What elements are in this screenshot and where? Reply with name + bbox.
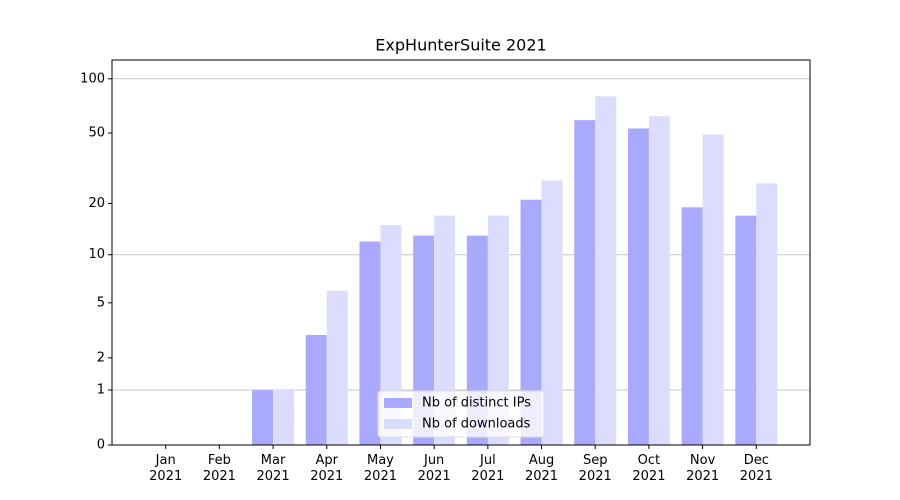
x-tick-label: Dec 2021: [739, 453, 773, 484]
y-tick-label: 10: [88, 247, 105, 262]
x-tick-label: May 2021: [363, 453, 397, 484]
x-tick-label: Feb 2021: [202, 453, 236, 484]
bar: [681, 207, 703, 445]
y-tick-label: 1: [97, 383, 105, 398]
bar: [252, 390, 274, 445]
x-tick-label: Apr 2021: [310, 453, 344, 484]
y-tick-label: 5: [97, 295, 105, 310]
y-tick-label: 20: [88, 196, 105, 211]
y-tick-label: 2: [97, 350, 105, 365]
x-tick-label: Mar 2021: [256, 453, 290, 484]
x-tick-label: Sep 2021: [578, 453, 612, 484]
bar: [326, 290, 348, 445]
y-tick-label: 0: [97, 438, 105, 453]
bar: [520, 199, 542, 445]
bar: [702, 134, 724, 446]
legend-box: [377, 390, 545, 438]
bar: [487, 215, 509, 445]
x-tick-label: Oct 2021: [632, 453, 666, 484]
bar: [305, 335, 327, 445]
legend-swatch: [384, 398, 412, 408]
axes-frame: [111, 59, 811, 446]
bar: [756, 183, 778, 445]
legend-label: Nb of distinct IPs: [422, 396, 531, 411]
y-tick-label: 100: [80, 71, 105, 86]
bar: [627, 128, 649, 445]
x-tick-label: Jul 2021: [471, 453, 505, 484]
x-tick-label: Nov 2021: [686, 453, 720, 484]
x-tick-label: Aug 2021: [524, 453, 559, 484]
chart-title: ExpHunterSuite 2021: [375, 36, 546, 55]
bar: [648, 116, 670, 445]
bar: [735, 215, 757, 445]
x-tick-label: Jan 2021: [149, 453, 183, 484]
legend-swatch: [384, 419, 412, 429]
legend-label: Nb of downloads: [422, 417, 531, 432]
bar: [359, 241, 381, 445]
bar: [380, 225, 402, 445]
y-tick-label: 50: [88, 126, 105, 141]
bar: [273, 390, 295, 445]
bar: [574, 120, 596, 445]
bar: [434, 215, 456, 445]
legend: Nb of distinct IPs Nb of downloads: [377, 390, 545, 438]
bar: [595, 96, 617, 445]
x-tick-label: Jun 2021: [417, 453, 451, 484]
bar: [541, 180, 563, 446]
